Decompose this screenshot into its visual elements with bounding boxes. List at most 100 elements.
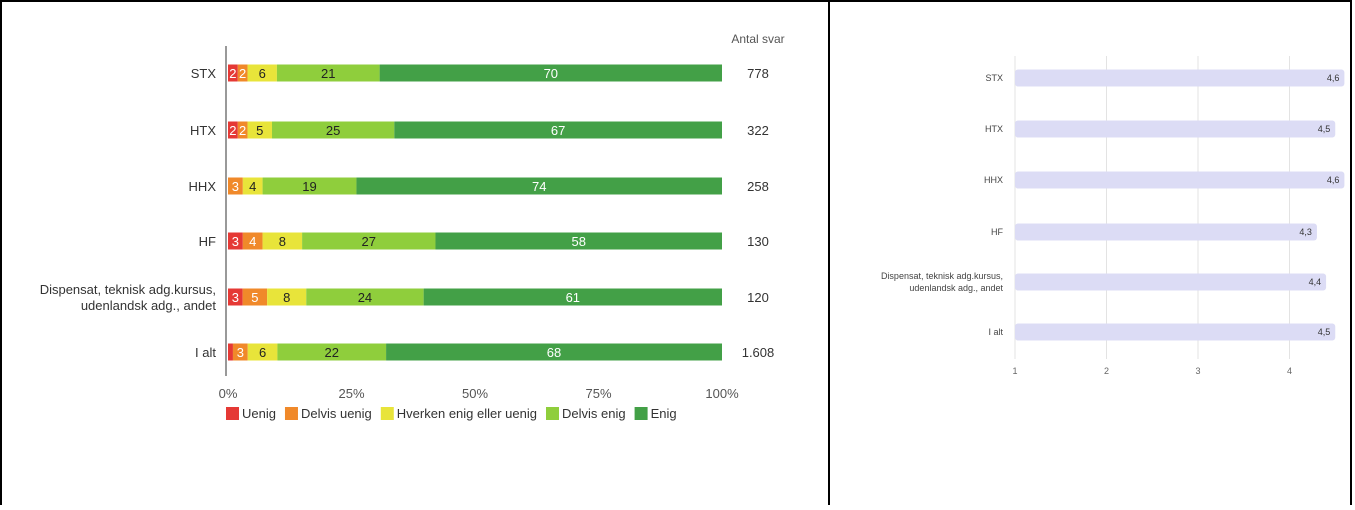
bar-segment [242,177,263,195]
category-label: STX [191,66,217,81]
legend-swatch [380,407,394,420]
panel-divider [828,0,830,505]
count-value: 130 [747,234,769,249]
data-label: 5 [251,290,258,305]
data-label: 67 [551,123,565,138]
data-label: 19 [302,179,316,194]
x-tick-label: 100% [705,386,739,401]
bar-segment [228,343,233,361]
legend-label: Delvis uenig [301,406,372,421]
bar-segment [277,343,387,361]
data-label: 3 [232,234,239,249]
value-label: 4,3 [1299,227,1312,237]
category-label: HHX [984,175,1003,185]
bar [1015,223,1317,241]
legend-label: Uenig [242,406,276,421]
data-label: 4 [249,234,256,249]
bar-segment [228,177,243,195]
legend-swatch [284,407,298,420]
bar-segment [386,343,722,361]
category-label: Dispensat, teknisk adg.kursus, [881,271,1003,281]
data-label: 70 [544,66,558,81]
data-label: 61 [566,290,580,305]
data-label: 8 [279,234,286,249]
value-label: 4,5 [1318,327,1331,337]
data-label: 3 [237,345,244,360]
bar-segment [228,64,238,82]
bar-segment [267,288,307,306]
value-label: 4,6 [1327,175,1340,185]
bar-segment [237,64,248,82]
data-label: 22 [325,345,339,360]
count-value: 120 [747,290,769,305]
value-label: 4,5 [1318,124,1331,134]
mean-bar-chart-panel: 1 2 3 4 STX 4,6 HTX 4,5 HHX 4,6 HF 4,3 Dispensat, te… [830,2,1350,505]
x-tick-label: 4 [1287,366,1292,376]
count-value: 1.608 [742,345,775,360]
bar-segment [394,121,722,139]
category-label: udenlandsk adg., andet [81,298,217,313]
bar-segment [272,121,395,139]
category-label: HTX [985,124,1003,134]
x-tick-label: 25% [338,386,364,401]
x-tick-label: 1 [1012,366,1017,376]
data-label: 25 [326,123,340,138]
mean-bar-chart: 1 2 3 4 STX 4,6 HTX 4,5 HHX 4,6 HF 4,3 Dispensat, te… [881,56,1345,376]
category-label: HF [991,227,1003,237]
data-label: 24 [358,290,372,305]
bar [1015,69,1345,87]
bar-segment [228,121,238,139]
data-label: 74 [532,179,546,194]
data-label: 2 [229,123,236,138]
data-label: 58 [572,234,586,249]
category-label: I alt [988,327,1003,337]
stacked-bar-chart-panel: Antal svar STX 2 2 6 21 70 778 HTX 2 2 5 25 67 322 HHX 3… [2,2,828,505]
legend-label: Delvis enig [562,406,626,421]
bar-segment [306,288,424,306]
data-label: 27 [362,234,376,249]
bar-segment [302,232,436,250]
count-value: 258 [747,179,769,194]
legend-swatch [226,407,239,420]
count-value: 322 [747,123,769,138]
count-header: Antal svar [731,32,784,46]
bar [1015,171,1345,189]
bar [1015,120,1336,138]
data-label: 8 [283,290,290,305]
bar-segment [435,232,722,250]
data-label: 2 [239,66,246,81]
data-label: 2 [229,66,236,81]
data-label: 3 [232,179,239,194]
category-label: STX [985,73,1003,83]
legend-swatch [546,407,559,420]
data-label: 3 [232,290,239,305]
x-tick-label: 50% [462,386,488,401]
category-label: HHX [189,179,217,194]
x-tick-label: 2 [1104,366,1109,376]
count-value: 778 [747,66,769,81]
x-tick-label: 3 [1195,366,1200,376]
bar-segment [423,288,722,306]
data-label: 6 [259,345,266,360]
bar-segment [242,232,263,250]
category-label: Dispensat, teknisk adg.kursus, [40,282,216,297]
data-label: 4 [249,179,256,194]
data-label: 2 [239,123,246,138]
bar-segment [232,343,248,361]
x-tick-label: 75% [585,386,611,401]
data-label: 6 [259,66,266,81]
bar-segment [356,177,722,195]
value-label: 4,6 [1327,73,1340,83]
category-label: HTX [190,123,216,138]
bar-segment [247,64,277,82]
data-label: 21 [321,66,335,81]
category-label: HF [199,234,216,249]
value-label: 4,4 [1309,277,1322,287]
category-label: I alt [195,345,216,360]
bar-segment [262,232,303,250]
legend-swatch [634,407,648,420]
bar [1015,323,1336,341]
bar [1015,273,1327,291]
legend-label: Enig [651,406,677,421]
